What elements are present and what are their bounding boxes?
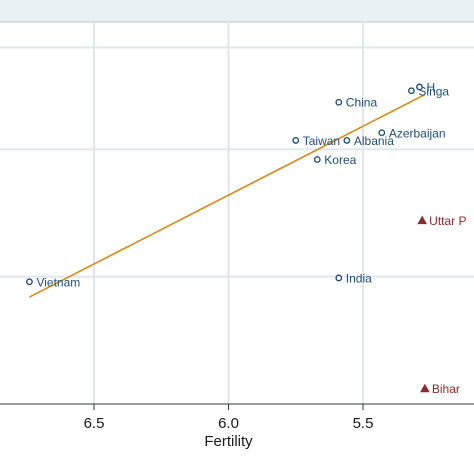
data-point-label: China xyxy=(346,96,378,110)
data-point xyxy=(313,156,321,163)
x-axis-ticks: 6.5 6.0 5.5 xyxy=(84,404,374,432)
fit-line xyxy=(29,93,426,298)
data-point-label: Taiwan xyxy=(303,134,340,148)
data-point xyxy=(292,137,300,144)
x-tick-label: 6.0 xyxy=(218,415,239,432)
data-point xyxy=(416,83,423,91)
data-point xyxy=(26,278,33,286)
data-point xyxy=(417,215,427,225)
data-point xyxy=(408,87,415,95)
data-point-label: Vietnam xyxy=(36,275,80,289)
data-point-label: H xyxy=(426,80,435,94)
data-point-label: Bihar xyxy=(432,382,460,396)
data-point xyxy=(378,129,386,137)
data-point-label: Uttar P xyxy=(429,214,466,228)
data-point xyxy=(420,383,430,393)
gridlines xyxy=(0,22,474,404)
x-axis-title: Fertility xyxy=(204,433,253,450)
top-band xyxy=(0,0,474,22)
data-point xyxy=(343,137,351,144)
x-tick-label: 5.5 xyxy=(353,415,374,432)
data-point xyxy=(335,98,343,106)
fit-line-group xyxy=(29,93,426,298)
x-tick-label: 6.5 xyxy=(84,415,105,432)
data-point-label: Singa xyxy=(418,84,449,98)
data-point-label: Azerbaijan xyxy=(389,126,446,140)
data-point xyxy=(335,274,343,282)
data-point-label: Albania xyxy=(354,134,394,148)
data-point-label: India xyxy=(346,271,372,285)
data-point-label: Korea xyxy=(324,153,356,167)
